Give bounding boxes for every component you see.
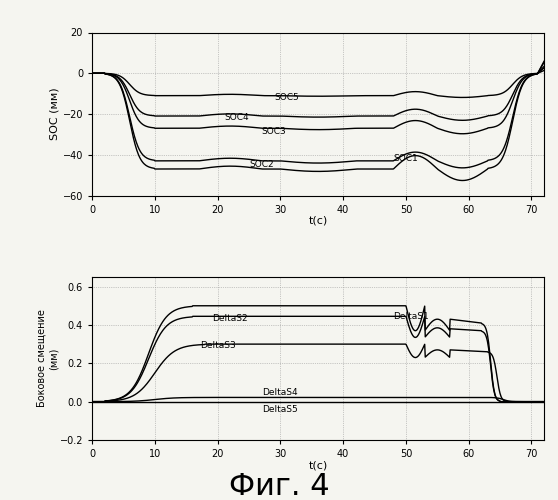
X-axis label: t(c): t(c) [309,460,328,470]
Text: DeltaS3: DeltaS3 [200,341,235,350]
Y-axis label: SOC (мм): SOC (мм) [50,88,60,141]
Text: SOC5: SOC5 [275,92,299,102]
Text: SOC3: SOC3 [262,128,286,136]
Y-axis label: Боковое смещение
(мм): Боковое смещение (мм) [37,310,58,408]
Text: SOC1: SOC1 [393,154,418,163]
Text: DeltaS2: DeltaS2 [213,314,248,323]
Text: SOC2: SOC2 [249,160,274,169]
Text: DeltaS5: DeltaS5 [262,405,299,414]
X-axis label: t(c): t(c) [309,216,328,226]
Text: DeltaS1: DeltaS1 [393,312,429,321]
Text: DeltaS4: DeltaS4 [263,388,298,397]
Text: SOC4: SOC4 [224,113,249,122]
Text: Фиг. 4: Фиг. 4 [229,472,329,500]
